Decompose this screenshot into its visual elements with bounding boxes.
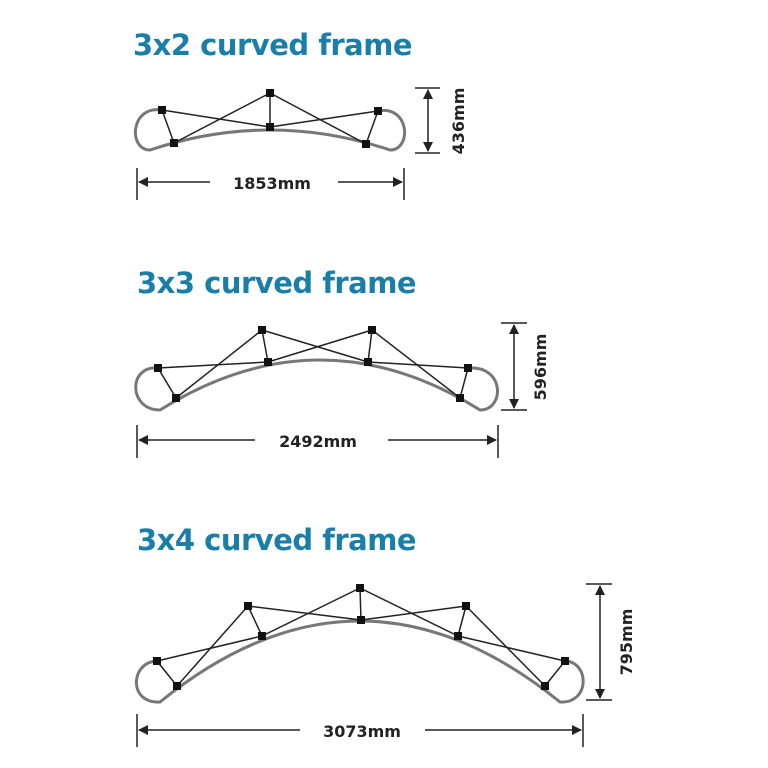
frame-title-3x4: 3x4 curved frame [137, 523, 417, 557]
frame-3x4-curve [135, 619, 585, 704]
frame-3x3-drawing: 2492mm 596mm [134, 322, 550, 458]
frame-3x2-width-dimension [136, 87, 440, 200]
frame-3x4-drawing: 3073mm 795mm [135, 583, 636, 747]
frame-3x2-drawing: 1853mm 436mm [134, 87, 468, 200]
frame-3x2-struts [161, 92, 379, 145]
frame-3x3-curve [134, 358, 499, 412]
frame-3x4-nodes [153, 584, 569, 690]
frame-3x2-nodes [158, 89, 382, 148]
frame-title-3x2: 3x2 curved frame [133, 28, 413, 62]
frame-3x3-struts [157, 329, 469, 399]
frame-3x2-height-label: 436mm [449, 88, 468, 155]
frame-3x4-width-label: 3073mm [323, 722, 401, 741]
frame-3x3-dimensions [136, 322, 527, 458]
frame-title-3x3: 3x3 curved frame [137, 266, 417, 300]
frame-3x3-nodes [154, 326, 472, 402]
frame-3x4-struts [156, 587, 566, 687]
frame-3x4-height-label: 795mm [617, 609, 636, 676]
frame-3x3-height-label: 596mm [531, 334, 550, 401]
frame-3x4-dimensions [136, 583, 612, 747]
frame-3x3-width-label: 2492mm [279, 432, 357, 451]
frame-3x2-width-label: 1853mm [233, 174, 311, 193]
